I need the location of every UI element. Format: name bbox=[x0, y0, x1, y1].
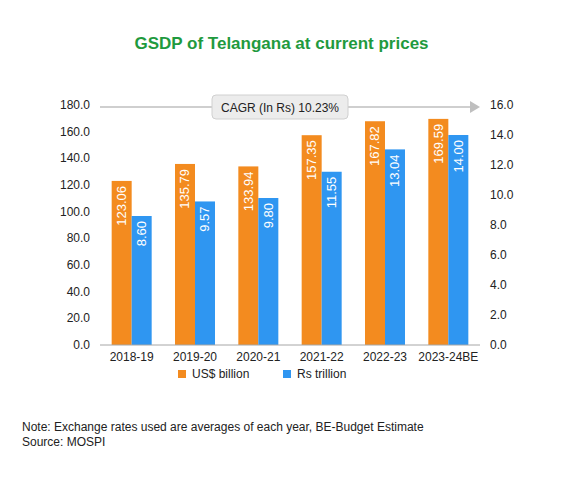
bar bbox=[258, 198, 278, 345]
y-tick-label: 120.0 bbox=[60, 178, 90, 192]
y-tick-label: 160.0 bbox=[60, 125, 90, 139]
tick-mark bbox=[97, 238, 100, 239]
tick-mark bbox=[480, 105, 483, 106]
bar bbox=[132, 216, 152, 345]
data-label: 169.59 bbox=[431, 124, 446, 164]
x-tick-label: 2021-22 bbox=[300, 350, 344, 364]
bar bbox=[175, 164, 195, 345]
y-tick-label: 20.0 bbox=[67, 311, 91, 325]
data-label: 123.06 bbox=[114, 186, 129, 226]
y2-tick-label: 16.0 bbox=[490, 98, 514, 112]
tick-mark bbox=[480, 315, 483, 316]
tick-mark bbox=[97, 185, 100, 186]
tick-mark bbox=[480, 135, 483, 136]
tick-mark bbox=[97, 131, 100, 132]
note: Note: Exchange rates used are averages o… bbox=[22, 420, 424, 434]
legend-label: Rs trillion bbox=[297, 367, 346, 381]
y-tick-label: 0.0 bbox=[73, 338, 90, 352]
data-label: 13.04 bbox=[388, 154, 403, 187]
x-tick-label: 2022-23 bbox=[363, 350, 407, 364]
y2-tick-label: 8.0 bbox=[490, 218, 507, 232]
y2-tick-label: 2.0 bbox=[490, 308, 507, 322]
annotation-box bbox=[212, 95, 348, 119]
bars bbox=[112, 119, 469, 345]
y2-tick-label: 12.0 bbox=[490, 158, 514, 172]
tick-mark bbox=[480, 345, 483, 346]
legend-swatch bbox=[283, 370, 291, 378]
tick-mark bbox=[480, 195, 483, 196]
x-tick-label: 2018-19 bbox=[110, 350, 154, 364]
x-axis bbox=[100, 345, 480, 346]
tick-mark bbox=[480, 285, 483, 286]
data-label: 14.00 bbox=[451, 140, 466, 173]
legend-swatch bbox=[178, 370, 186, 378]
y-tick-label: 40.0 bbox=[67, 285, 91, 299]
bar bbox=[195, 201, 215, 345]
data-labels: 123.06 135.79 133.94 157.35 167.82 169.59 8.60… bbox=[114, 124, 466, 246]
y-tick-label: 100.0 bbox=[60, 205, 90, 219]
tick-mark bbox=[97, 291, 100, 292]
legend-label: US$ billion bbox=[192, 367, 249, 381]
data-label: 133.94 bbox=[241, 171, 256, 211]
y-tick-label: 140.0 bbox=[60, 151, 90, 165]
y-tick-label: 60.0 bbox=[67, 258, 91, 272]
y2-tick-label: 6.0 bbox=[490, 248, 507, 262]
tick-mark bbox=[480, 165, 483, 166]
annotation-text: CAGR (In Rs) 10.23% bbox=[221, 101, 339, 115]
x-tick-label: 2019-20 bbox=[173, 350, 217, 364]
bar bbox=[238, 166, 258, 345]
tick-mark bbox=[480, 225, 483, 226]
data-label: 9.80 bbox=[261, 203, 276, 228]
bar bbox=[448, 135, 468, 345]
x-tick-label: 2023-24BE bbox=[418, 350, 478, 364]
tick-mark bbox=[97, 345, 100, 346]
tick-mark bbox=[97, 158, 100, 159]
data-label: 11.55 bbox=[324, 177, 339, 209]
tick-mark bbox=[97, 105, 100, 106]
y2-tick-label: 14.0 bbox=[490, 128, 514, 142]
tick-mark bbox=[480, 255, 483, 256]
bar bbox=[365, 121, 385, 345]
bar bbox=[428, 119, 448, 345]
tick-mark bbox=[97, 265, 100, 266]
data-label: 157.35 bbox=[304, 140, 319, 180]
bar bbox=[302, 135, 322, 345]
data-label: 135.79 bbox=[178, 169, 193, 209]
title: GSDP of Telangana at current prices bbox=[134, 34, 428, 53]
source: Source: MOSPI bbox=[22, 435, 105, 449]
y2-tick-label: 10.0 bbox=[490, 188, 514, 202]
tick-mark bbox=[97, 211, 100, 212]
y2-tick-label: 4.0 bbox=[490, 278, 507, 292]
y-tick-label: 180.0 bbox=[60, 98, 90, 112]
arrow-head bbox=[470, 101, 480, 113]
y2-tick-label: 0.0 bbox=[490, 338, 507, 352]
chart: GSDP of Telangana at current prices 0.0 20… bbox=[0, 0, 563, 478]
data-label: 8.60 bbox=[134, 221, 149, 246]
bar bbox=[112, 181, 132, 345]
data-label: 9.57 bbox=[198, 206, 213, 231]
x-tick-label: 2020-21 bbox=[236, 350, 280, 364]
data-label: 167.82 bbox=[368, 126, 383, 166]
bar bbox=[322, 172, 342, 345]
tick-mark bbox=[97, 318, 100, 319]
annotation: CAGR (In Rs) 10.23% bbox=[212, 95, 348, 119]
y-tick-label: 80.0 bbox=[67, 231, 91, 245]
bar bbox=[385, 149, 405, 345]
